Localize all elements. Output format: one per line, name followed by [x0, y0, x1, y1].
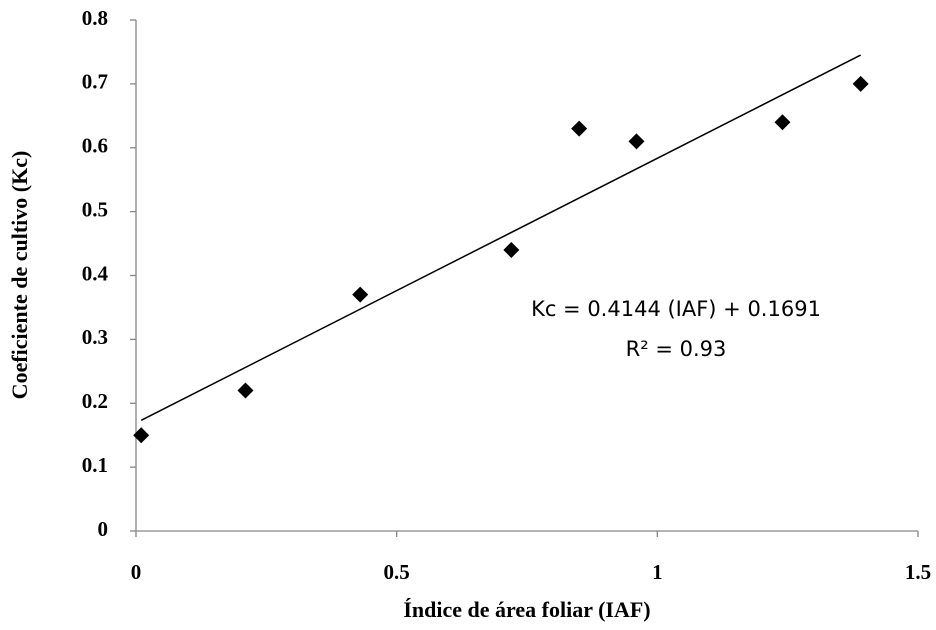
point [628, 133, 645, 150]
point [352, 286, 369, 303]
x-tick-label: 0.5 [384, 560, 410, 584]
trendline [140, 54, 861, 422]
y-tick-label: 0.3 [82, 325, 108, 349]
y-tick-label: 0.2 [82, 389, 108, 413]
y-axis-title: Coeficiente de cultivo (Kc) [7, 151, 32, 400]
y-tick-label: 0.1 [82, 453, 108, 477]
point [571, 120, 588, 137]
x-axis-title: Índice de área foliar (IAF) [403, 597, 650, 622]
point [133, 427, 150, 444]
point [852, 75, 869, 92]
point [774, 114, 791, 131]
y-tick-label: 0.5 [82, 197, 108, 221]
point [237, 382, 254, 399]
annotation: Kc = 0.4144 (IAF) + 0.1691 [531, 297, 821, 321]
y-tick-label: 0.4 [82, 261, 109, 285]
y-tick-label: 0.7 [82, 70, 108, 94]
point [503, 241, 520, 258]
y-tick-label: 0 [98, 517, 109, 541]
x-tick-label: 0 [131, 560, 142, 584]
y-tick-label: 0.6 [82, 134, 108, 158]
annotation: R² = 0.93 [626, 337, 727, 361]
x-tick-label: 1.5 [905, 560, 931, 584]
x-tick-label: 1 [652, 560, 663, 584]
y-tick-label: 0.8 [82, 6, 108, 30]
